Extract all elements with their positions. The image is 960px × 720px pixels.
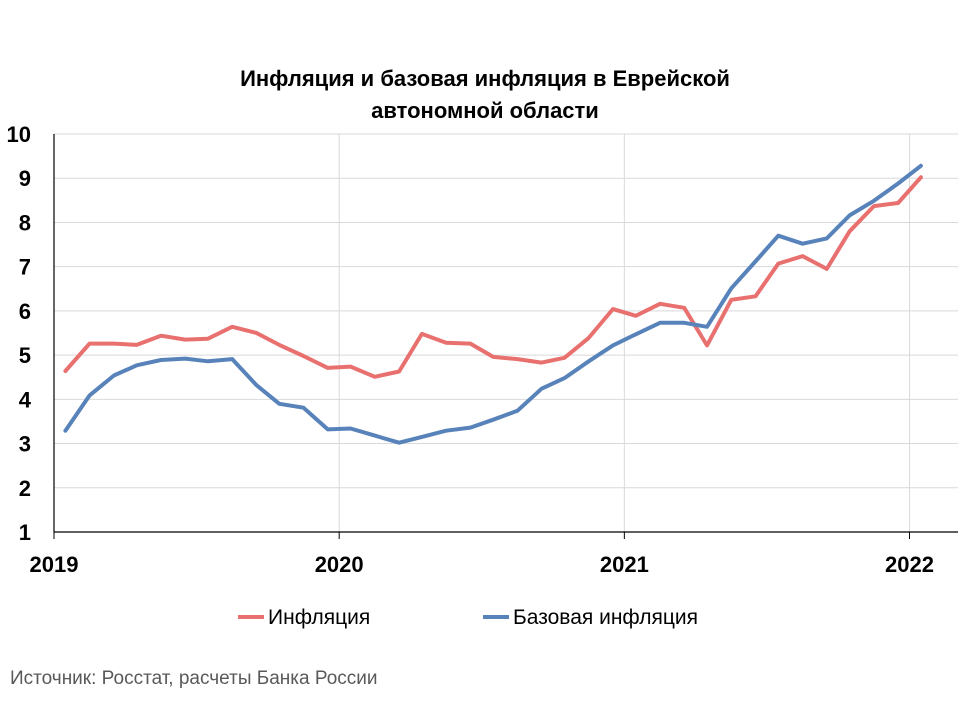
y-tick-label: 2 bbox=[19, 476, 31, 501]
chart-title-line-1: Инфляция и базовая инфляция в Еврейской bbox=[240, 66, 730, 91]
legend: Инфляция Базовая инфляция bbox=[238, 606, 698, 629]
y-tick-label: 5 bbox=[19, 343, 31, 368]
y-tick-label: 6 bbox=[19, 299, 31, 324]
legend-label-1: Базовая инфляция bbox=[513, 606, 698, 629]
legend-label-0: Инфляция bbox=[268, 606, 370, 629]
y-tick-label: 1 bbox=[19, 520, 31, 545]
series-line-1 bbox=[63, 163, 923, 445]
source-note: Источник: Росстат, расчеты Банка России bbox=[10, 668, 378, 689]
grid-lines bbox=[54, 133, 958, 532]
series-lines bbox=[63, 163, 923, 445]
chart-title-line-2: автономной области bbox=[371, 98, 599, 123]
y-tick-label: 3 bbox=[19, 432, 31, 457]
y-tick-label: 9 bbox=[19, 166, 31, 191]
y-tick-label: 10 bbox=[7, 122, 31, 147]
x-tick-label: 2020 bbox=[315, 552, 364, 577]
x-tick-label: 2021 bbox=[600, 552, 649, 577]
y-tick-label: 4 bbox=[19, 387, 32, 412]
y-tick-label: 8 bbox=[19, 210, 31, 235]
axes: 1 2 3 4 5 6 7 8 9 10 2019 2020 2021 2022 bbox=[7, 122, 958, 577]
y-tick-label: 7 bbox=[19, 255, 31, 280]
x-tick-label: 2019 bbox=[30, 552, 79, 577]
series-line-0 bbox=[63, 175, 923, 379]
x-tick-label: 2022 bbox=[885, 552, 934, 577]
